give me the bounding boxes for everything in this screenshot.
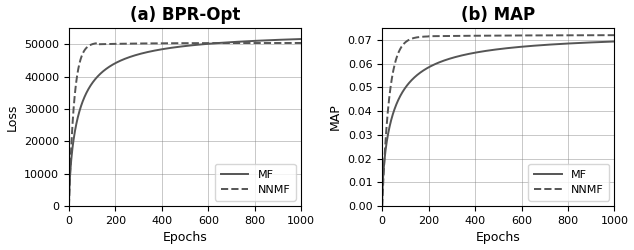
Legend: MF, NNMF: MF, NNMF bbox=[528, 164, 609, 200]
NNMF bbox=[584, 34, 592, 37]
MF bbox=[297, 38, 305, 40]
NNMF bbox=[559, 34, 567, 37]
NNMF bbox=[611, 34, 618, 37]
Line: MF: MF bbox=[69, 39, 301, 206]
Title: (b) MAP: (b) MAP bbox=[462, 6, 535, 24]
NNMF bbox=[392, 57, 400, 60]
NNMF bbox=[271, 42, 278, 44]
MF bbox=[425, 66, 433, 68]
Legend: MF, NNMF: MF, NNMF bbox=[215, 164, 295, 200]
MF bbox=[65, 205, 73, 208]
NNMF bbox=[246, 42, 254, 44]
MF bbox=[255, 39, 262, 42]
MF bbox=[378, 205, 386, 208]
MF bbox=[286, 38, 294, 41]
Line: MF: MF bbox=[382, 42, 614, 206]
X-axis label: Epochs: Epochs bbox=[476, 232, 521, 244]
MF bbox=[112, 61, 120, 64]
Y-axis label: Loss: Loss bbox=[6, 103, 18, 131]
Line: NNMF: NNMF bbox=[69, 43, 301, 206]
MF bbox=[599, 40, 607, 43]
MF bbox=[392, 103, 400, 106]
Y-axis label: MAP: MAP bbox=[329, 104, 342, 130]
NNMF bbox=[286, 42, 294, 44]
NNMF bbox=[65, 205, 73, 208]
NNMF bbox=[568, 34, 576, 37]
X-axis label: Epochs: Epochs bbox=[163, 232, 207, 244]
NNMF bbox=[425, 35, 433, 38]
MF bbox=[559, 42, 567, 45]
NNMF bbox=[297, 42, 305, 44]
Line: NNMF: NNMF bbox=[382, 35, 614, 206]
NNMF bbox=[79, 51, 87, 54]
NNMF bbox=[599, 34, 607, 37]
Title: (a) BPR-Opt: (a) BPR-Opt bbox=[130, 6, 240, 24]
MF bbox=[568, 42, 576, 45]
NNMF bbox=[255, 42, 262, 44]
NNMF bbox=[378, 205, 386, 208]
MF bbox=[584, 41, 592, 44]
MF bbox=[246, 40, 254, 42]
MF bbox=[271, 38, 278, 42]
NNMF bbox=[112, 42, 120, 45]
MF bbox=[611, 40, 618, 43]
MF bbox=[79, 99, 87, 102]
